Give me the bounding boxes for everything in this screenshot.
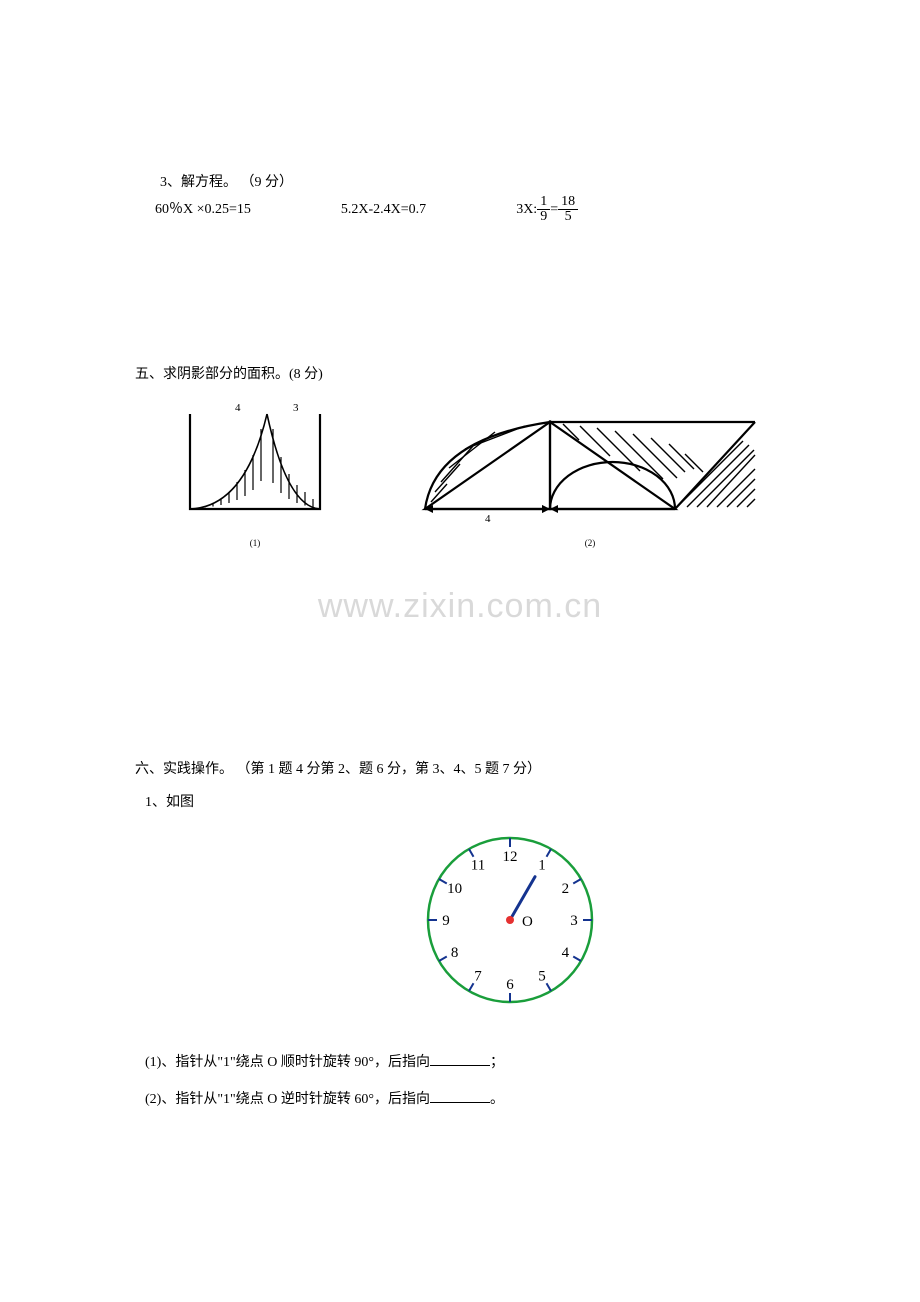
fig1-label-3: 3 xyxy=(293,402,299,414)
q3-eq1: 60％X ×0.25=15 xyxy=(155,195,251,224)
q6-title: 六、实践操作。 （第 1 题 4 分第 2、题 6 分，第 3、4、5 题 7 … xyxy=(135,757,785,782)
figures-row: 4 3 (1) 4 (2) xyxy=(175,399,785,550)
q3-equations: 60％X ×0.25=15 5.2X-2.4X=0.7 3X: 1 9 = 18… xyxy=(155,195,785,224)
svg-text:3: 3 xyxy=(570,913,578,929)
q3-eq3-frac2: 18 5 xyxy=(558,195,578,224)
q3-title: 3、解方程。 （9 分） xyxy=(160,170,785,195)
fig1-svg: 4 3 xyxy=(175,399,335,524)
clock-svg: 121234567891011O xyxy=(415,825,605,1015)
q3-eq3-eq: = xyxy=(550,197,558,222)
q6-line1-after: ； xyxy=(490,1055,504,1070)
q5-title: 五、求阴影部分的面积。(8 分) xyxy=(135,362,785,387)
q6-line1: (1)、指针从"1"绕点 O 顺时针旋转 90°，后指向 ； xyxy=(145,1050,785,1075)
watermark: www.zixin.com.cn xyxy=(135,576,785,637)
svg-text:6: 6 xyxy=(506,977,514,993)
figure-1: 4 3 (1) xyxy=(175,399,335,550)
page: 3、解方程。 （9 分） 60％X ×0.25=15 5.2X-2.4X=0.7… xyxy=(0,0,920,1172)
blank-2 xyxy=(430,1088,490,1103)
svg-text:10: 10 xyxy=(447,881,462,897)
frac2-num: 18 xyxy=(558,195,578,210)
svg-text:8: 8 xyxy=(451,945,459,961)
frac1-num: 1 xyxy=(537,195,550,210)
fig2-caption: (2) xyxy=(415,535,765,551)
svg-text:5: 5 xyxy=(538,969,546,985)
fig1-caption: (1) xyxy=(175,535,335,551)
blank-1 xyxy=(430,1051,490,1066)
svg-text:O: O xyxy=(522,914,533,930)
fig1-label-4: 4 xyxy=(235,402,241,414)
svg-text:4: 4 xyxy=(562,945,570,961)
svg-text:12: 12 xyxy=(503,849,518,865)
q3-eq2: 5.2X-2.4X=0.7 xyxy=(341,195,426,224)
svg-text:2: 2 xyxy=(562,881,570,897)
frac2-den: 5 xyxy=(562,210,575,224)
svg-text:1: 1 xyxy=(538,858,546,874)
q6-line2-before: (2)、指针从"1"绕点 O 逆时针旋转 60°，后指向 xyxy=(145,1092,430,1107)
q3-eq3-frac1: 1 9 xyxy=(537,195,550,224)
q6-sub1: 1、如图 xyxy=(145,790,785,815)
svg-text:11: 11 xyxy=(471,858,485,874)
fig2-label-4: 4 xyxy=(485,513,491,524)
svg-text:9: 9 xyxy=(442,913,450,929)
q3-eq3-prefix: 3X: xyxy=(516,197,537,222)
svg-text:7: 7 xyxy=(474,969,482,985)
q6-line2-after: 。 xyxy=(490,1092,504,1107)
figure-2: 4 (2) xyxy=(415,404,765,550)
q6-line1-before: (1)、指针从"1"绕点 O 顺时针旋转 90°，后指向 xyxy=(145,1055,430,1070)
clock-block: 121234567891011O xyxy=(235,825,785,1024)
fig2-svg: 4 xyxy=(415,404,765,524)
q6-line2: (2)、指针从"1"绕点 O 逆时针旋转 60°，后指向 。 xyxy=(145,1087,785,1112)
frac1-den: 9 xyxy=(537,210,550,224)
q3-eq3: 3X: 1 9 = 18 5 xyxy=(516,195,578,224)
